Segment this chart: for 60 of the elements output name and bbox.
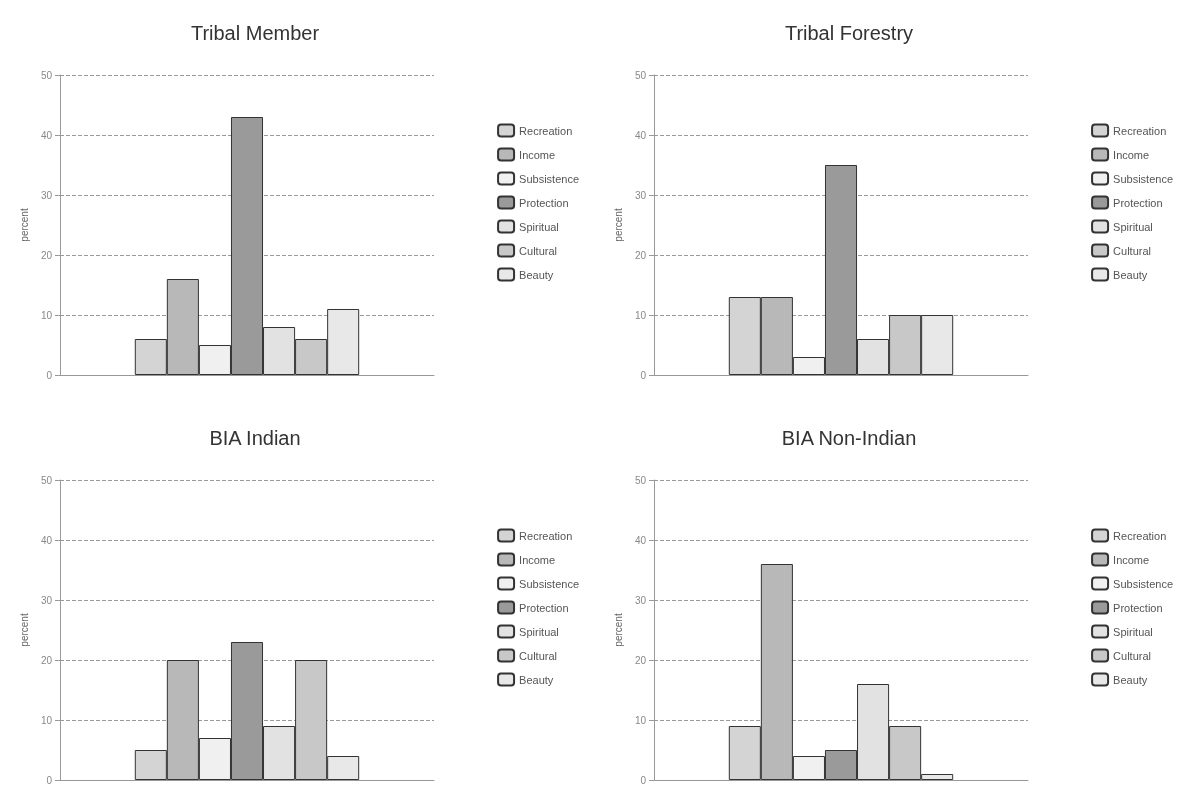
chart-title: Tribal Forestry bbox=[784, 22, 914, 44]
legend-label: Recreation bbox=[519, 529, 573, 542]
legend-label: Recreation bbox=[519, 124, 573, 137]
legend-label: Cultural bbox=[519, 244, 557, 257]
legend-label: Income bbox=[1113, 148, 1150, 161]
legend-label: Spiritual bbox=[519, 625, 559, 638]
y-axis-title: percent bbox=[19, 613, 31, 647]
y-tick-label: 50 bbox=[634, 474, 647, 486]
y-tick-label: 0 bbox=[640, 369, 647, 381]
chart-title: BIA Indian bbox=[209, 427, 301, 449]
legend-label: Subsistence bbox=[519, 577, 580, 590]
legend-label: Protection bbox=[519, 601, 569, 614]
chart-title: BIA Non-Indian bbox=[781, 427, 917, 449]
y-tick-label: 10 bbox=[634, 309, 647, 321]
y-tick-label: 0 bbox=[46, 369, 53, 381]
legend-label: Protection bbox=[1113, 601, 1163, 614]
legend-label: Recreation bbox=[1113, 124, 1167, 137]
legend-label: Cultural bbox=[1113, 649, 1151, 662]
y-tick-label: 40 bbox=[634, 534, 647, 546]
y-tick-label: 50 bbox=[40, 69, 53, 81]
legend-label: Beauty bbox=[1113, 673, 1148, 686]
chart-title: Tribal Member bbox=[190, 22, 320, 44]
legend-label: Spiritual bbox=[1113, 220, 1153, 233]
y-tick-label: 30 bbox=[634, 594, 647, 606]
legend-label: Protection bbox=[519, 196, 569, 209]
y-axis-title: percent bbox=[613, 208, 625, 242]
legend-label: Subsistence bbox=[1113, 172, 1174, 185]
y-tick-label: 40 bbox=[40, 129, 53, 141]
legend-label: Spiritual bbox=[519, 220, 559, 233]
legend-label: Recreation bbox=[1113, 529, 1167, 542]
legend-label: Beauty bbox=[519, 268, 554, 281]
y-tick-label: 10 bbox=[40, 714, 53, 726]
y-tick-label: 30 bbox=[40, 594, 53, 606]
y-tick-label: 40 bbox=[40, 534, 53, 546]
legend-label: Protection bbox=[1113, 196, 1163, 209]
y-axis-title: percent bbox=[19, 208, 31, 242]
y-tick-label: 0 bbox=[640, 774, 647, 786]
y-tick-label: 20 bbox=[40, 249, 53, 261]
legend-label: Beauty bbox=[519, 673, 554, 686]
legend-label: Income bbox=[519, 553, 556, 566]
y-tick-label: 10 bbox=[634, 714, 647, 726]
y-tick-label: 20 bbox=[634, 249, 647, 261]
y-tick-label: 20 bbox=[40, 654, 53, 666]
legend-label: Subsistence bbox=[1113, 577, 1174, 590]
legend-label: Cultural bbox=[519, 649, 557, 662]
y-axis-title: percent bbox=[613, 613, 625, 647]
y-tick-label: 30 bbox=[634, 189, 647, 201]
legend-label: Spiritual bbox=[1113, 625, 1153, 638]
y-tick-label: 10 bbox=[40, 309, 53, 321]
legend-label: Income bbox=[519, 148, 556, 161]
y-tick-label: 50 bbox=[634, 69, 647, 81]
y-tick-label: 30 bbox=[40, 189, 53, 201]
y-tick-label: 50 bbox=[40, 474, 53, 486]
y-tick-label: 20 bbox=[634, 654, 647, 666]
y-tick-label: 40 bbox=[634, 129, 647, 141]
y-tick-label: 0 bbox=[46, 774, 53, 786]
legend-label: Beauty bbox=[1113, 268, 1148, 281]
legend-label: Cultural bbox=[1113, 244, 1151, 257]
legend-label: Income bbox=[1113, 553, 1150, 566]
legend-label: Subsistence bbox=[519, 172, 580, 185]
